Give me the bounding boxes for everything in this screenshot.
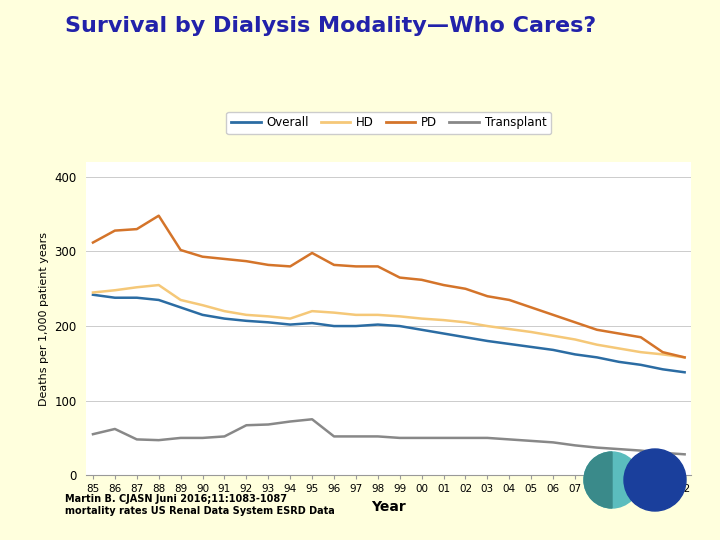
Text: Survival by Dialysis Modality—Who Cares?: Survival by Dialysis Modality—Who Cares? — [65, 16, 596, 36]
Legend: Overall, HD, PD, Transplant: Overall, HD, PD, Transplant — [226, 112, 552, 134]
X-axis label: Year: Year — [372, 500, 406, 514]
Y-axis label: Deaths per 1,000 patient years: Deaths per 1,000 patient years — [39, 232, 49, 406]
Text: Martin B. CJASN Juni 2016;11:1083-1087
mortality rates US Renal Data System ESRD: Martin B. CJASN Juni 2016;11:1083-1087 m… — [65, 494, 335, 516]
Wedge shape — [584, 452, 612, 508]
Circle shape — [624, 449, 686, 511]
Circle shape — [584, 452, 640, 508]
